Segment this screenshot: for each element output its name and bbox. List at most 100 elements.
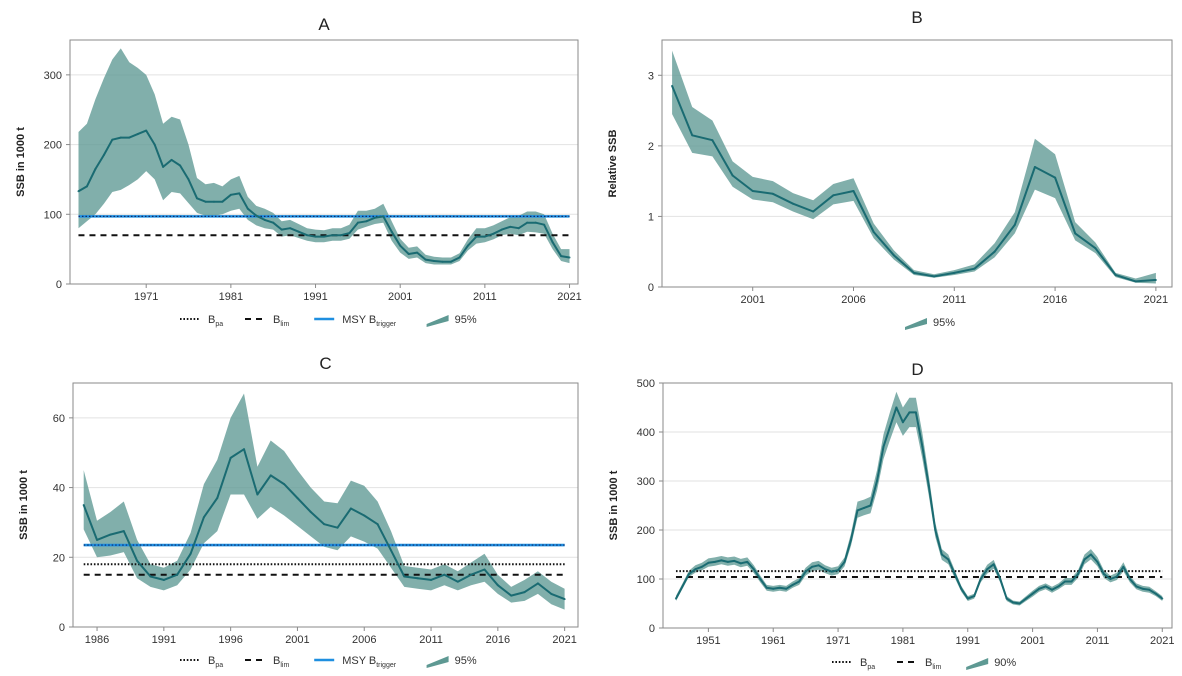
data-point — [229, 193, 232, 196]
data-point — [824, 568, 827, 571]
x-tick-label: 2001 — [388, 291, 412, 303]
legend-swatch-band — [426, 656, 449, 668]
data-point — [466, 244, 469, 247]
legend-item: Blim — [245, 314, 289, 328]
data-point — [1089, 553, 1092, 556]
x-tick-label: 2001 — [740, 294, 764, 306]
legend-swatch-band — [966, 658, 989, 670]
data-point — [700, 565, 703, 568]
x-tick-label: 2006 — [841, 294, 865, 306]
legend-item: Blim — [897, 657, 941, 671]
x-tick-label: 2001 — [1020, 635, 1044, 647]
data-point — [1025, 597, 1028, 600]
data-point — [492, 232, 495, 235]
data-point — [711, 139, 714, 142]
data-point — [811, 565, 814, 568]
legend-label: 95% — [455, 314, 477, 326]
data-point — [563, 598, 566, 601]
data-point — [843, 560, 846, 563]
data-point — [238, 192, 241, 195]
data-point — [221, 200, 224, 203]
data-point — [1031, 592, 1034, 595]
data-point — [196, 197, 198, 200]
data-point — [1122, 565, 1125, 568]
data-point — [500, 228, 503, 231]
legend-item: Bpa — [180, 314, 223, 328]
data-point — [483, 235, 486, 238]
data-point — [136, 133, 139, 136]
data-point — [1018, 602, 1021, 605]
data-point — [731, 174, 734, 177]
x-tick-label: 1991 — [303, 291, 327, 303]
data-point — [1005, 597, 1008, 600]
data-point — [999, 578, 1002, 580]
data-point — [403, 575, 406, 578]
y-tick-label: 300 — [44, 70, 62, 82]
data-point — [212, 200, 215, 203]
data-point — [470, 573, 473, 576]
data-point — [256, 493, 259, 496]
data-point — [289, 227, 292, 230]
data-point — [323, 523, 326, 526]
x-tick-label: 2006 — [352, 634, 376, 646]
data-point — [837, 569, 840, 572]
data-point — [283, 483, 286, 486]
data-point — [456, 580, 459, 583]
data-point — [791, 583, 794, 586]
data-point — [296, 497, 299, 500]
data-point — [1148, 588, 1151, 591]
data-point — [543, 223, 546, 226]
data-point — [1102, 573, 1105, 576]
legend-swatch-band — [426, 315, 449, 327]
data-point — [1128, 578, 1131, 580]
data-point — [376, 523, 379, 526]
data-point — [314, 235, 317, 238]
y-tick-label: 200 — [637, 525, 655, 537]
y-tick-label: 2 — [648, 141, 654, 153]
data-point — [1115, 575, 1118, 578]
data-point — [687, 573, 690, 576]
data-point — [551, 241, 554, 244]
legend-label: Blim — [273, 314, 289, 328]
data-point — [216, 497, 219, 500]
y-tick-label: 20 — [53, 552, 65, 564]
data-point — [336, 526, 339, 529]
y-axis-label: SSB in 1000 t — [608, 470, 620, 540]
data-point — [1161, 597, 1164, 600]
legend-item: MSY Btrigger — [314, 314, 397, 328]
data-point — [382, 215, 385, 218]
data-point — [349, 507, 352, 510]
legend-item: 95% — [426, 655, 477, 668]
data-point — [1044, 585, 1047, 588]
x-tick-label: 2021 — [1150, 635, 1174, 647]
x-tick-label: 2021 — [557, 291, 581, 303]
data-point — [424, 258, 427, 261]
data-point — [510, 594, 513, 597]
data-point — [979, 578, 982, 580]
data-point — [1154, 278, 1157, 281]
data-point — [1054, 176, 1057, 179]
chart-legend: Bpa Blim MSY Btrigger 95% — [180, 314, 477, 328]
data-point — [850, 538, 853, 541]
data-point — [694, 568, 697, 571]
data-point — [1154, 592, 1157, 595]
data-point — [921, 445, 924, 448]
data-point — [128, 136, 131, 139]
data-point — [430, 578, 433, 581]
data-point — [560, 255, 563, 258]
y-tick-label: 400 — [637, 427, 655, 439]
data-point — [830, 570, 833, 573]
data-point — [109, 533, 112, 536]
data-point — [863, 506, 866, 509]
data-point — [441, 260, 444, 263]
data-point — [1064, 580, 1067, 583]
data-point — [674, 597, 677, 600]
data-point — [1057, 585, 1060, 588]
x-tick-label: 2016 — [486, 634, 510, 646]
y-tick-label: 100 — [637, 574, 655, 586]
data-point — [202, 516, 205, 519]
data-point — [77, 190, 80, 193]
x-tick-label: 1971 — [826, 635, 850, 647]
legend-item: Blim — [245, 655, 289, 669]
chart-title: C — [319, 354, 331, 373]
